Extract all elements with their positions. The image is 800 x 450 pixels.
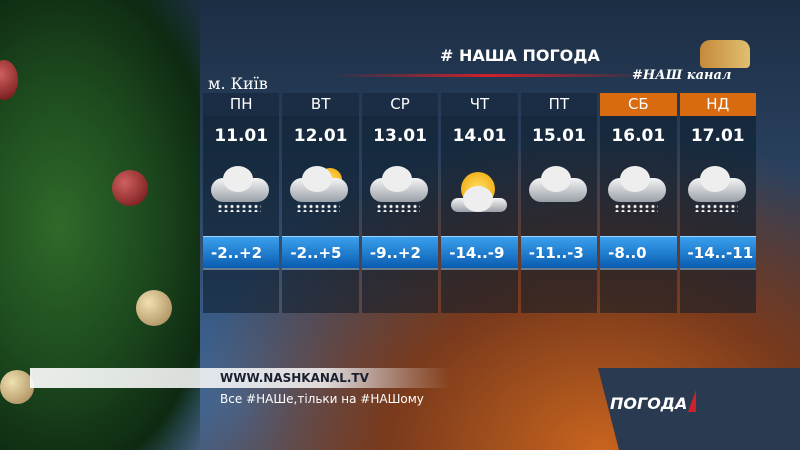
- temperature-range: -11..-3: [520, 236, 598, 268]
- ornament-ball: [112, 170, 148, 206]
- website-url: WWW.NASHKANAL.TV: [220, 371, 369, 385]
- empty-row: [520, 268, 598, 313]
- day-label: ВТ: [282, 93, 359, 116]
- empty-row: [361, 268, 439, 313]
- date-label: 16.01: [611, 126, 666, 146]
- forecast-day: ЧТ 14.01 -14..-9: [441, 93, 518, 313]
- empty-row: [679, 268, 756, 313]
- temperature-range: -14..-9: [441, 236, 518, 268]
- channel-logo: #НАШ канал: [632, 68, 732, 83]
- ticker-bar: [30, 368, 450, 388]
- empty-row: [203, 268, 280, 313]
- cloud-snow-icon: [203, 156, 279, 236]
- forecast-day: ПТ 15.01 -11..-3: [520, 93, 598, 313]
- date-label: 14.01: [452, 126, 507, 146]
- ornament-ball: [0, 60, 18, 100]
- forecast-day: НД 17.01 -14..-11: [679, 93, 756, 313]
- forecast-day: СБ 16.01 -8..0: [600, 93, 677, 313]
- day-label: СР: [361, 93, 439, 116]
- forecast-grid: ПН 11.01 -2..+2 ВТ 12.01 -2..+5 СР 13.01…: [203, 93, 756, 313]
- channel-logo-mascot: [700, 40, 750, 68]
- cloud-snow-icon: [600, 156, 676, 236]
- temperature-range: -2..+5: [282, 236, 359, 268]
- date-label: 13.01: [373, 126, 427, 146]
- slogan: Все #НАШе,тільки на #НАШому: [220, 392, 424, 406]
- ornament-ball: [136, 290, 172, 326]
- day-label: ПТ: [520, 93, 598, 116]
- temperature-range: -14..-11: [679, 236, 756, 268]
- cloud-snow-icon: [680, 156, 756, 236]
- day-label: НД: [679, 93, 756, 116]
- forecast-day: ВТ 12.01 -2..+5: [282, 93, 359, 313]
- program-badge: [598, 368, 800, 450]
- forecast-day: ПН 11.01 -2..+2: [203, 93, 280, 313]
- program-label: ПОГОДА: [610, 394, 688, 413]
- date-label: 12.01: [293, 126, 348, 146]
- title-underline: [330, 74, 650, 77]
- day-label: СБ: [600, 93, 677, 116]
- temperature-range: -2..+2: [203, 236, 280, 268]
- empty-row: [600, 268, 677, 313]
- empty-row: [282, 268, 359, 313]
- day-label: ЧТ: [441, 93, 518, 116]
- partly-cloudy-icon: [282, 156, 358, 236]
- date-label: 15.01: [532, 126, 586, 146]
- date-label: 11.01: [214, 126, 269, 146]
- temperature-range: -8..0: [600, 236, 677, 268]
- ornament-ball: [0, 370, 34, 404]
- city-label: м. Київ: [208, 74, 268, 93]
- cloud-snow-icon: [362, 156, 438, 236]
- forecast-day: СР 13.01 -9..+2: [361, 93, 439, 313]
- program-logo-mark: [688, 390, 696, 412]
- cloud-icon: [521, 156, 597, 236]
- sun-cloud-icon: [441, 156, 517, 236]
- date-label: 17.01: [690, 126, 745, 146]
- temperature-range: -9..+2: [361, 236, 439, 268]
- page-title: # НАША ПОГОДА: [440, 46, 600, 65]
- empty-row: [441, 268, 518, 313]
- day-label: ПН: [203, 93, 280, 116]
